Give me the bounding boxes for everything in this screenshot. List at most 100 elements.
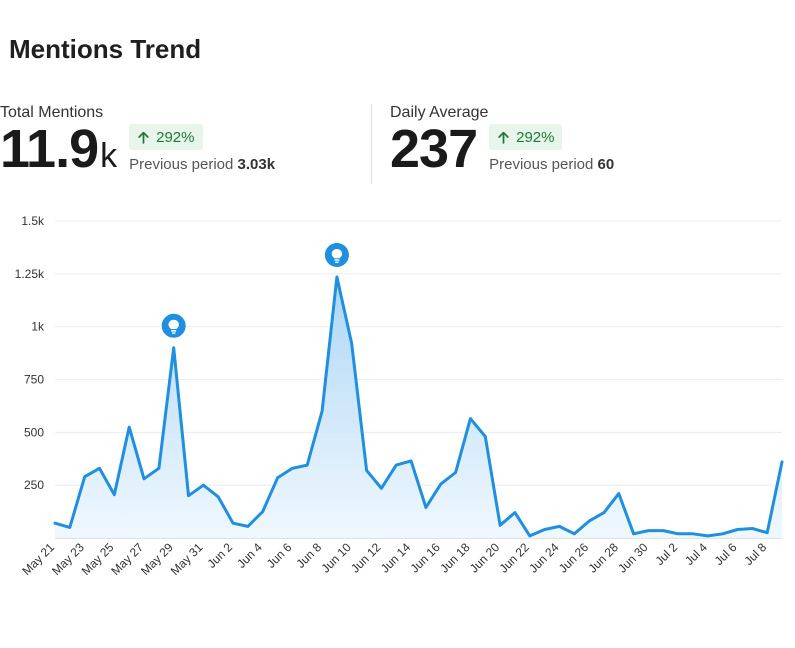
data-point	[246, 525, 250, 528]
bulb-base	[335, 261, 339, 263]
bulb-base	[171, 330, 177, 332]
bulb-base	[171, 332, 176, 334]
kpi-label: Daily Average	[390, 104, 489, 121]
kpi-divider	[371, 104, 372, 184]
data-point	[780, 460, 784, 464]
data-point	[647, 529, 650, 532]
y-tick-label: 750	[24, 373, 44, 387]
data-point	[691, 532, 695, 535]
x-tick-label: Jun 10	[318, 540, 354, 576]
data-point	[484, 435, 487, 438]
kpi-label: Total Mentions	[0, 104, 104, 121]
x-tick-label: Jul 4	[682, 540, 710, 568]
data-point	[751, 527, 754, 530]
data-point	[98, 467, 101, 470]
data-point	[395, 463, 398, 467]
y-tick-label: 1.25k	[15, 267, 45, 281]
data-point	[291, 467, 294, 470]
data-point	[306, 463, 309, 467]
data-point	[68, 526, 72, 529]
data-point	[513, 511, 517, 514]
kpi-value: 237	[390, 122, 478, 176]
page-title: Mentions Trend	[9, 34, 202, 64]
x-tick-label: Jun 20	[467, 540, 503, 576]
previous-period: Previous period 60	[489, 156, 615, 173]
x-tick-label: Jul 6	[712, 540, 740, 568]
data-point	[766, 531, 769, 534]
data-point	[53, 522, 57, 525]
data-point	[543, 528, 546, 531]
data-point	[172, 346, 175, 349]
x-tick-label: Jun 28	[586, 540, 622, 576]
data-point	[231, 522, 235, 525]
change-badge: 292%	[489, 124, 563, 150]
x-tick-label: Jun 14	[378, 540, 414, 576]
data-point	[320, 410, 324, 413]
y-tick-label: 500	[24, 425, 44, 439]
x-tick-label: May 25	[79, 540, 117, 578]
change-value: 292%	[516, 128, 555, 146]
x-tick-label: Jul 2	[652, 540, 680, 568]
x-tick-label: May 23	[49, 540, 87, 578]
data-point	[617, 492, 620, 495]
arrow-up-icon	[138, 131, 149, 144]
arrow-up-icon	[498, 131, 509, 144]
bulb-base	[334, 259, 340, 261]
x-tick-label: Jun 6	[264, 540, 295, 571]
kpi-total-mentions: Total Mentions 11.9k 292% Previous perio…	[0, 104, 275, 181]
data-point	[187, 494, 190, 497]
data-point	[736, 528, 739, 531]
data-point	[350, 342, 353, 345]
x-tick-label: May 29	[138, 540, 176, 578]
x-tick-label: Jun 24	[526, 540, 562, 576]
bulb-glass	[168, 319, 179, 329]
data-point	[276, 476, 279, 479]
data-point	[202, 484, 205, 487]
kpi-daily-average: Daily Average 237 292% Previous period 6…	[390, 104, 615, 176]
x-tick-label: May 27	[108, 540, 146, 578]
change-value: 292%	[156, 128, 195, 146]
data-point	[335, 275, 339, 279]
kpi-unit: k	[100, 137, 118, 175]
data-point	[409, 459, 413, 463]
x-tick-label: Jul 8	[741, 540, 769, 568]
kpi-number: 237	[390, 119, 478, 179]
data-point	[573, 532, 576, 535]
x-tick-label: Jun 26	[556, 540, 592, 576]
data-point	[558, 525, 561, 528]
x-tick-label: Jun 16	[407, 540, 443, 576]
data-point	[439, 482, 442, 486]
data-point	[157, 467, 161, 470]
data-point	[469, 417, 472, 420]
x-tick-label: Jun 4	[234, 540, 265, 571]
data-point	[424, 506, 428, 509]
data-point	[380, 487, 383, 490]
data-point	[365, 469, 368, 472]
data-point	[528, 534, 531, 538]
x-tick-label: May 31	[168, 540, 206, 578]
x-tick-label: Jun 22	[497, 540, 533, 576]
y-tick-label: 250	[24, 478, 44, 492]
lightbulb-icon	[322, 241, 351, 269]
data-point	[261, 510, 264, 513]
bulb-glass	[331, 249, 343, 259]
data-point	[676, 532, 680, 535]
data-point	[721, 532, 724, 535]
data-point	[602, 511, 606, 514]
x-tick-label: Jun 2	[205, 540, 236, 571]
lightbulb-icon	[159, 311, 188, 340]
previous-period: Previous period 3.03k	[129, 156, 276, 173]
x-tick-label: Jun 30	[615, 540, 651, 576]
data-point	[632, 532, 635, 535]
x-tick-label: May 21	[19, 540, 57, 578]
data-point	[142, 477, 146, 480]
series-line	[53, 275, 784, 538]
data-point	[83, 475, 86, 478]
data-point	[662, 529, 665, 532]
data-point	[113, 493, 116, 496]
data-point	[128, 425, 131, 429]
kpi-number: 11.9	[0, 119, 99, 179]
kpi-value: 11.9k	[0, 122, 118, 181]
y-tick-label: 1.5k	[21, 214, 45, 228]
